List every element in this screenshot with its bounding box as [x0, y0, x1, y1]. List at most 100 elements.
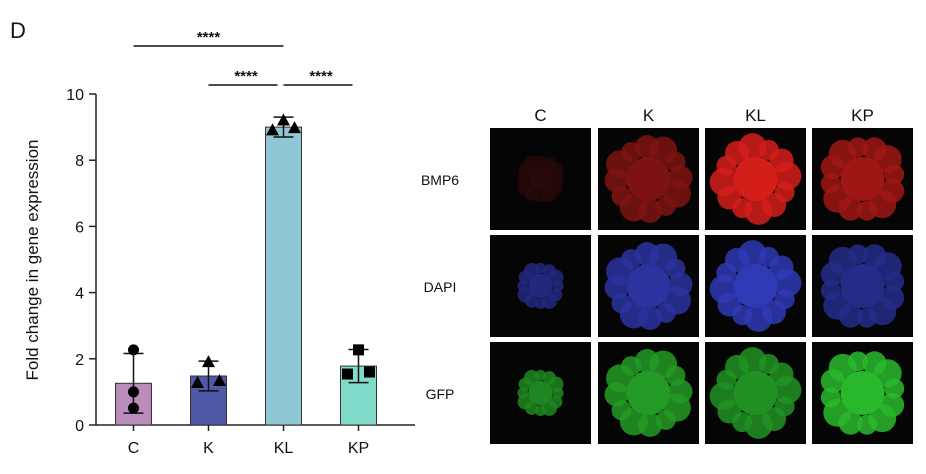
- organoid-core: [840, 157, 885, 201]
- organoid: [517, 155, 564, 203]
- organoid-bud: [738, 133, 767, 162]
- panel-label: D: [10, 18, 26, 43]
- organoid: [820, 244, 905, 328]
- y-tick-label: 8: [75, 153, 84, 170]
- organoid-bud: [606, 150, 635, 179]
- organoid-bud: [525, 187, 539, 201]
- organoid-bud: [709, 168, 738, 197]
- data-point: [202, 355, 215, 368]
- data-point: [288, 121, 301, 134]
- organoid-core: [733, 157, 778, 201]
- organoid-bud: [552, 280, 564, 292]
- organoid-bud: [548, 162, 564, 178]
- organoid-bud: [542, 264, 556, 278]
- organoid-bud: [738, 347, 767, 376]
- organoid-core: [528, 166, 553, 192]
- y-tick-label: 0: [75, 418, 84, 435]
- organoid-core: [626, 264, 671, 308]
- organoid-core: [528, 273, 553, 299]
- organoid: [709, 133, 802, 225]
- organoid-core: [840, 371, 885, 415]
- organoid-bud: [552, 173, 564, 185]
- organoid-bud: [744, 410, 773, 439]
- data-point: [191, 375, 204, 388]
- organoid: [820, 351, 905, 435]
- y-tick-label: 6: [75, 219, 84, 236]
- organoid-bud: [518, 270, 532, 284]
- organoid: [517, 369, 564, 417]
- organoid-bud: [535, 262, 546, 274]
- organoid-bud: [738, 240, 767, 269]
- data-point: [364, 366, 375, 378]
- organoid-bud: [524, 156, 540, 172]
- x-tick-label: KP: [348, 440, 369, 457]
- organoid-bud: [709, 275, 738, 304]
- organoid-bud: [517, 180, 533, 196]
- organoid: [820, 137, 905, 221]
- organoid: [709, 347, 802, 439]
- x-tick-label: C: [128, 440, 140, 457]
- column-label: C: [534, 106, 546, 125]
- organoid-bud: [525, 294, 539, 308]
- column-label: KL: [745, 106, 766, 125]
- organoid-bud: [665, 151, 686, 172]
- organoid-bud: [535, 191, 546, 203]
- organoid-core: [626, 157, 671, 201]
- organoid-bud: [621, 142, 642, 163]
- data-point: [128, 386, 139, 398]
- organoid: [517, 262, 564, 310]
- organoid-bud: [638, 198, 663, 223]
- image-cell: [490, 128, 591, 230]
- data-point: [128, 344, 139, 356]
- x-tick-label: K: [203, 440, 214, 457]
- significance-label: ****: [197, 29, 221, 46]
- column-label: KP: [851, 106, 874, 125]
- organoid-bud: [823, 291, 852, 320]
- organoid-bud: [517, 280, 529, 292]
- organoid-bud: [517, 287, 533, 303]
- x-tick-label: KL: [274, 440, 294, 457]
- organoid-bud: [549, 288, 563, 302]
- organoid-bud: [709, 382, 738, 411]
- data-point: [128, 402, 139, 414]
- bar: [265, 126, 302, 426]
- organoid-bud: [542, 157, 556, 171]
- organoid-bud: [662, 179, 691, 208]
- organoid-bud: [634, 135, 659, 160]
- organoid-bud: [541, 186, 557, 202]
- organoid-bud: [524, 263, 540, 279]
- organoid: [604, 135, 693, 223]
- row-label: DAPI: [424, 279, 457, 295]
- organoid-core: [840, 264, 885, 308]
- y-tick-label: 2: [75, 352, 84, 369]
- y-tick-label: 10: [66, 87, 84, 104]
- row-label: GFP: [426, 386, 455, 402]
- organoid-bud: [518, 163, 532, 177]
- y-tick-label: 4: [75, 286, 84, 303]
- organoid-bud: [604, 168, 629, 193]
- organoid-bud: [655, 195, 676, 216]
- y-axis-label: Fold change in gene expression: [23, 140, 42, 381]
- row-label: BMP6: [421, 172, 459, 188]
- organoid-bud: [744, 303, 773, 332]
- organoid-bud: [541, 293, 557, 309]
- data-point: [353, 344, 364, 356]
- organoid-bud: [744, 196, 773, 225]
- organoid-bud: [662, 393, 691, 422]
- organoid-core: [733, 264, 778, 308]
- organoid-bud: [548, 376, 564, 392]
- organoid-bud: [773, 375, 802, 404]
- significance-label: ****: [234, 68, 258, 85]
- organoid: [604, 242, 693, 330]
- organoid-bud: [619, 193, 648, 222]
- organoid: [709, 240, 802, 332]
- organoid-bud: [535, 298, 546, 310]
- data-point: [342, 368, 353, 380]
- data-point: [266, 123, 279, 136]
- organoid-bud: [517, 173, 529, 185]
- data-point: [213, 373, 226, 386]
- organoid-core: [626, 371, 671, 415]
- organoid-core: [528, 380, 553, 406]
- organoid: [604, 349, 693, 437]
- organoid-bud: [535, 155, 546, 167]
